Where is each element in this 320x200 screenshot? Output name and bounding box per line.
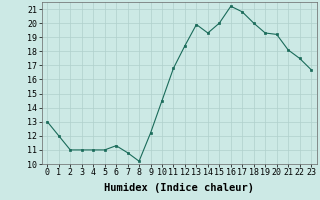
X-axis label: Humidex (Indice chaleur): Humidex (Indice chaleur)	[104, 183, 254, 193]
